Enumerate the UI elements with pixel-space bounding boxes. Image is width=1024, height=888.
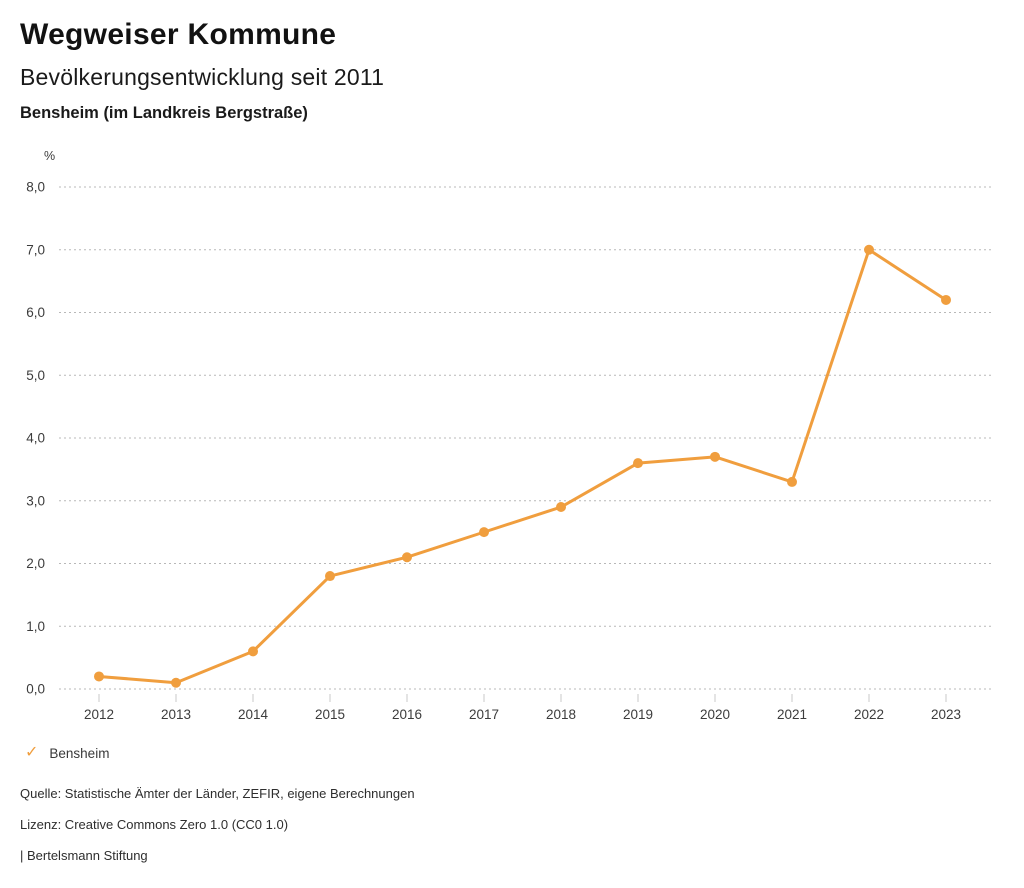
data-point[interactable]: [171, 677, 181, 688]
x-tick-label: 2015: [315, 707, 345, 722]
x-tick-label: 2012: [84, 707, 114, 722]
x-tick-label: 2021: [777, 707, 807, 722]
data-point[interactable]: [402, 552, 412, 563]
series-line: [97, 248, 948, 685]
data-point[interactable]: [710, 451, 720, 462]
data-point[interactable]: [479, 527, 489, 538]
y-tick-label: 3,0: [26, 493, 45, 508]
x-tick-label: 2014: [238, 707, 269, 722]
y-tick-label: 6,0: [26, 305, 45, 320]
y-tick-label: 2,0: [26, 556, 45, 571]
x-tick-label: 2023: [931, 707, 961, 722]
x-tick-label: 2020: [700, 707, 730, 722]
page-title: Wegweiser Kommune: [20, 18, 337, 51]
data-point[interactable]: [94, 671, 104, 682]
attribution-note: | Bertelsmann Stiftung: [20, 848, 148, 863]
y-tick-label: 8,0: [26, 180, 45, 195]
legend-item-bensheim[interactable]: ✓ Bensheim: [25, 745, 109, 761]
data-point[interactable]: [864, 244, 874, 255]
population-line-chart: % 0,0 1,0 2,0 3,0 4,0 5,0 6,0 7,0 8,0 2012 2013 2014…: [0, 140, 1024, 730]
data-point[interactable]: [787, 476, 797, 487]
x-tick-label: 2019: [623, 707, 653, 722]
data-point[interactable]: [248, 646, 258, 657]
y-tick-label: 0,0: [26, 682, 45, 697]
y-tick-label: 7,0: [26, 242, 45, 257]
data-point[interactable]: [556, 502, 566, 513]
legend-label: Bensheim: [49, 745, 110, 761]
x-tick-label: 2013: [161, 707, 191, 722]
y-axis-unit-label: %: [44, 149, 55, 163]
y-tick-label: 1,0: [26, 619, 45, 634]
x-tick-label: 2017: [469, 707, 499, 722]
chart-subtitle: Bevölkerungsentwicklung seit 2011: [20, 64, 385, 90]
license-note: Lizenz: Creative Commons Zero 1.0 (CC0 1…: [20, 817, 289, 832]
data-point[interactable]: [633, 458, 643, 469]
x-tick-label: 2016: [392, 707, 422, 722]
chart-canvas: % 0,0 1,0 2,0 3,0 4,0 5,0 6,0 7,0 8,0 2012 2013 2014…: [26, 149, 991, 722]
y-tick-label: 4,0: [26, 431, 45, 446]
y-tick-label: 5,0: [26, 368, 45, 383]
data-point[interactable]: [941, 294, 951, 305]
check-icon: ✓: [25, 744, 39, 761]
data-point[interactable]: [325, 571, 335, 582]
location-label: Bensheim (im Landkreis Bergstraße): [20, 104, 308, 122]
x-tick-label: 2018: [546, 707, 576, 722]
source-note: Quelle: Statistische Ämter der Länder, Z…: [20, 786, 415, 801]
x-tick-label: 2022: [854, 707, 884, 722]
